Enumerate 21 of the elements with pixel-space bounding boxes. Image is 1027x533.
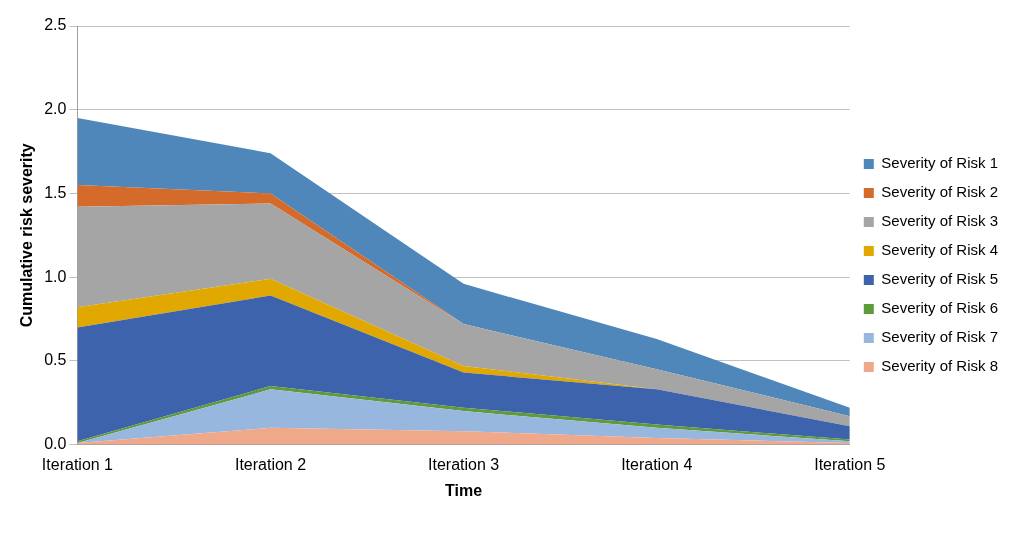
y-axis-title: Cumulative risk severity: [18, 143, 36, 328]
x-tick-label: Iteration 2: [234, 455, 307, 473]
x-tick-label: Iteration 3: [428, 455, 500, 473]
x-axis-title: Time: [445, 481, 483, 499]
y-tick-label: 2.5: [44, 16, 67, 34]
legend-label: Severity of Risk 5: [881, 270, 999, 288]
y-tick-label: 0.0: [44, 435, 67, 453]
legend-label: Severity of Risk 1: [881, 154, 999, 172]
y-tick-label: 0.5: [44, 351, 67, 369]
legend-label: Severity of Risk 6: [881, 299, 999, 317]
y-tick-label: 1.5: [44, 183, 67, 201]
legend-label: Severity of Risk 4: [881, 241, 999, 259]
legend-label: Severity of Risk 2: [881, 183, 999, 201]
legend-label: Severity of Risk 7: [881, 328, 999, 346]
legend-label: Severity of Risk 3: [881, 212, 999, 230]
y-tick-label: 2.0: [44, 100, 67, 118]
x-tick-label: Iteration 1: [41, 455, 114, 473]
x-tick-label: Iteration 5: [814, 455, 886, 473]
y-tick-label: 1.0: [44, 267, 67, 285]
legend-label: Severity of Risk 8: [881, 357, 999, 375]
x-tick-label: Iteration 4: [621, 455, 693, 473]
